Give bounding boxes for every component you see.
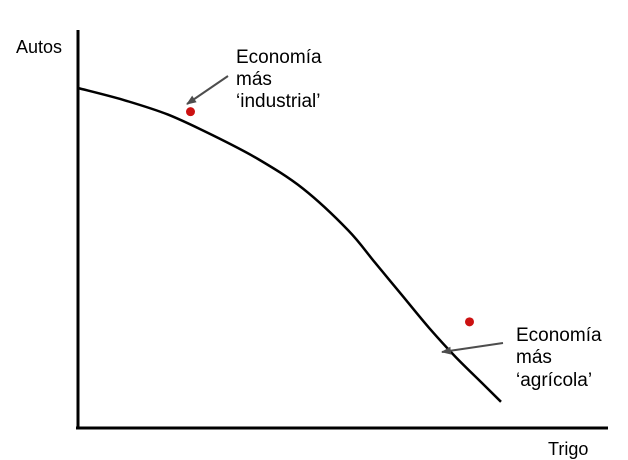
point-industrial: [186, 107, 195, 117]
ppf-curve: [77, 86, 502, 403]
annotation-industrial-line-1: Economía: [236, 47, 322, 68]
annotation-industrial: Economía más ‘industrial’: [236, 47, 322, 112]
annotation-agricola: Economía más ‘agrícola’: [516, 325, 602, 391]
annotation-industrial-line-3: ‘industrial’: [236, 91, 320, 112]
annotation-agricola-line-3: ‘agrícola’: [516, 370, 592, 391]
annotation-agricola-line-2: más: [516, 347, 552, 368]
annotation-industrial-line-2: más: [236, 69, 272, 90]
point-agricola: [465, 317, 474, 327]
annotation-arrow-industrial: [186, 75, 229, 105]
annotation-arrow-agricola: [441, 342, 504, 355]
x-axis-title: Trigo: [548, 439, 588, 459]
annotation-agricola-line-1: Economía: [516, 325, 602, 346]
y-axis-title: Autos: [16, 37, 62, 57]
